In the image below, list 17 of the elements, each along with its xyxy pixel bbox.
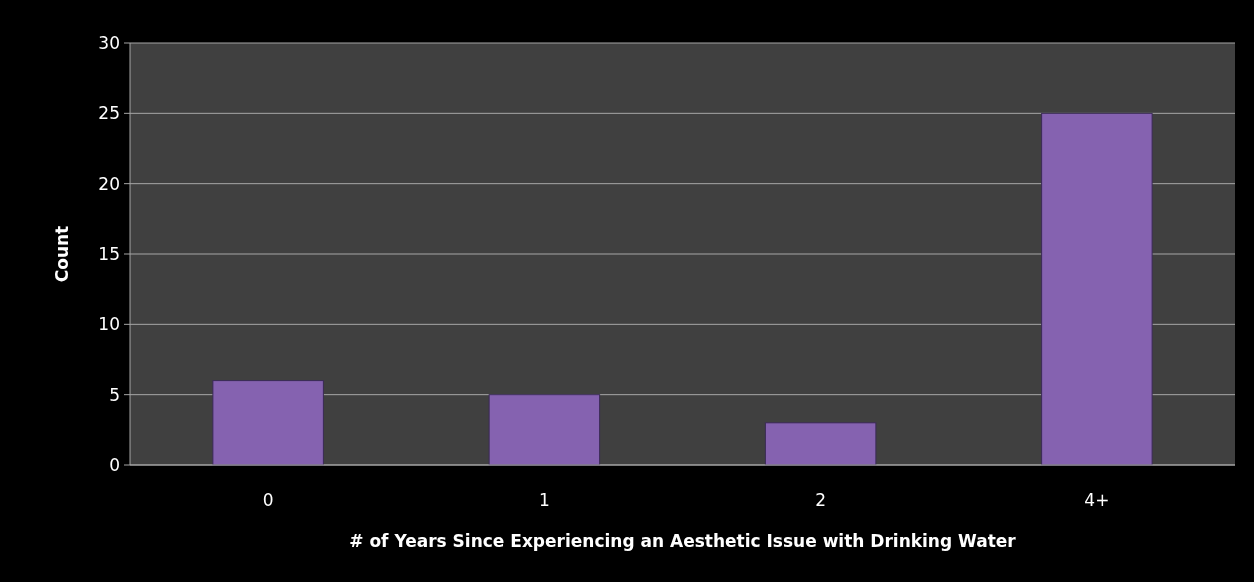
- y-tick-label: 10: [98, 314, 120, 335]
- y-tick-label: 25: [98, 103, 120, 124]
- bar: [764, 422, 877, 466]
- bar: [1041, 112, 1153, 466]
- y-tick-label: 5: [109, 384, 120, 405]
- x-tick-label: 1: [538, 490, 550, 510]
- x-tick-label: 0: [262, 490, 274, 510]
- x-tick-label: 2: [815, 490, 827, 510]
- x-axis-title: # of Years Since Experiencing an Aesthetic Issue with Drinking Water: [349, 531, 1017, 551]
- y-axis-title: Count: [52, 225, 72, 283]
- bar: [212, 380, 324, 466]
- y-tick-label: 15: [98, 243, 120, 264]
- y-tick-label: 0: [109, 454, 120, 475]
- y-tick-label: 30: [98, 32, 120, 53]
- y-tick-label: 20: [98, 173, 120, 194]
- bar: [488, 394, 601, 466]
- x-tick-label: 4+: [1084, 490, 1110, 510]
